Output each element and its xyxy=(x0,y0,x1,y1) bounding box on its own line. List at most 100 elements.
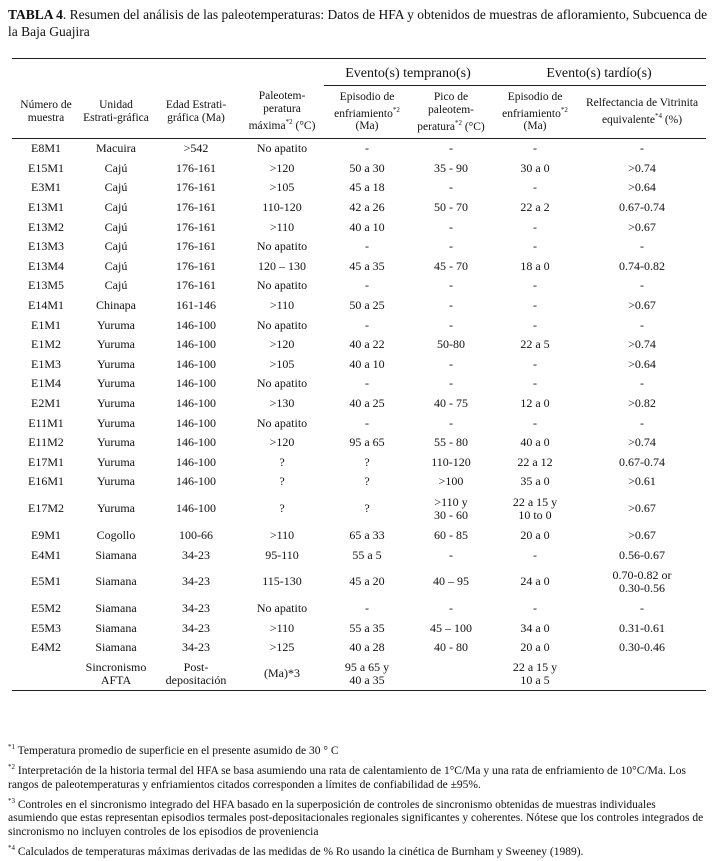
table-cell: - xyxy=(449,317,453,332)
table-cell: E1M2 xyxy=(31,337,61,352)
header-text: Episodio de enfriamiento xyxy=(334,90,395,120)
table-cell: 34-23 xyxy=(182,640,210,655)
table-cell: 55 - 80 xyxy=(434,435,468,450)
table-cell: 146-100 xyxy=(176,376,216,391)
table-cell: - xyxy=(449,415,453,430)
column-header: Episodio de enfriamiento*2 (Ma) xyxy=(324,85,410,139)
table-cell: - xyxy=(365,141,369,156)
table-cell: - xyxy=(533,141,538,156)
table-cell: >110 xyxy=(269,298,295,313)
table-cell: 45 a 20 xyxy=(349,574,385,589)
table-row: E3M1 Cajú 176-161 >105 45 a 18 - - >0.64 xyxy=(12,178,706,198)
table-cell: ? xyxy=(364,501,370,516)
table-cell: >0.64 xyxy=(628,356,656,371)
table-cell: No apatito xyxy=(256,278,308,293)
header-unit: (Ma) xyxy=(355,120,379,133)
table-cell: 146-100 xyxy=(176,501,216,516)
table-row: E17M1 Yuruma 146-100?? 110-120 22 a 12 0.67-0… xyxy=(12,453,706,473)
table-cell xyxy=(410,657,493,691)
table-cell: 34-23 xyxy=(182,547,210,562)
table-cell: >125 xyxy=(269,640,295,655)
group-early-events: Evento(s) temprano(s) xyxy=(324,58,493,86)
table-cell: 60 - 85 xyxy=(434,527,468,542)
table-cell: 176-161 xyxy=(176,180,216,195)
table-cell: E13M4 xyxy=(28,258,64,273)
table-cell: E5M3 xyxy=(31,620,61,635)
column-header: Número de muestra xyxy=(12,85,80,139)
table-cell: E2M1 xyxy=(31,396,61,411)
table-cell: - xyxy=(365,415,369,430)
table-cell: 50 - 70 xyxy=(434,200,468,215)
table-cell: Yuruma xyxy=(97,415,135,430)
table-cell: No apatito xyxy=(256,141,308,156)
table-cell: E5M1 xyxy=(31,574,61,589)
table-cell: No apatito xyxy=(256,239,308,254)
table-cell xyxy=(12,657,80,691)
table-cell: - xyxy=(365,601,369,616)
table-cell: >0.67 xyxy=(628,527,656,542)
table-cell: E1M3 xyxy=(31,356,61,371)
header-text: Edad Estrati-gráfica (Ma) xyxy=(165,98,227,124)
header-text: Pico de paleotem-peratura xyxy=(417,90,474,133)
table-label: TABLA 4 xyxy=(8,7,63,22)
table-cell: - xyxy=(640,376,645,391)
header-text: Relfectancia de Vitrinita equivalente xyxy=(585,97,699,126)
table-cell: 40 – 95 xyxy=(433,574,469,589)
table-cell: - xyxy=(365,376,369,391)
table-row: E13M5 Cajú 176-161 No apatito - - - - xyxy=(12,276,706,296)
table-cell: 40 a 25 xyxy=(349,396,385,411)
table-cell: 146-100 xyxy=(176,474,216,489)
table-cell: Yuruma xyxy=(97,474,135,489)
table-cell: 146-100 xyxy=(176,337,216,352)
table-cell: - xyxy=(640,317,645,332)
table-cell: 22 a 2 xyxy=(520,200,550,215)
table-cell: Yuruma xyxy=(97,501,135,516)
table-cell: Yuruma xyxy=(97,454,135,469)
header-unit: (Ma) xyxy=(523,120,547,133)
table-cell: E1M4 xyxy=(31,376,61,391)
table-cell: 146-100 xyxy=(176,415,216,430)
table-cell: - xyxy=(533,239,538,254)
table-cell: E14M1 xyxy=(28,298,64,313)
table-cell: >110 xyxy=(269,527,295,542)
table-cell: Cogollo xyxy=(96,527,136,542)
table-cell: 35 a 0 xyxy=(520,474,550,489)
table-cell: Chinapa xyxy=(96,298,136,313)
table-cell: Siamana xyxy=(95,547,137,562)
table-cell: 40 a 10 xyxy=(349,219,385,234)
table-cell: >120 xyxy=(269,337,295,352)
table-cell: 20 a 0 xyxy=(520,527,550,542)
table-cell: 146-100 xyxy=(176,317,216,332)
table-cell: Siamana xyxy=(95,620,137,635)
table-cell: - xyxy=(449,547,453,562)
header-unit: (°C) xyxy=(292,120,316,133)
table-cell: Cajú xyxy=(104,278,128,293)
table-cell: 146-100 xyxy=(176,356,216,371)
table-cell: - xyxy=(533,547,538,562)
table-cell: E17M1 xyxy=(28,454,64,469)
table-cell: 40 a 22 xyxy=(349,337,385,352)
table-row: E1M2 Yuruma 146-100 >120 40 a 22 50-80 22 a 5 >… xyxy=(12,335,706,355)
table-cell: Siamana xyxy=(95,640,137,655)
table-cell: 176-161 xyxy=(176,219,216,234)
table-cell: >110 y 30 - 60 xyxy=(434,494,468,522)
footnote-text: Controles en el sincronismo integrado de… xyxy=(8,798,704,839)
table-cell: E13M1 xyxy=(28,200,64,215)
footnote-mark: *4 xyxy=(8,844,15,853)
table-cell: - xyxy=(365,317,369,332)
table-row: E2M1 Yuruma 146-100 >130 40 a 25 40 - 75 12 a … xyxy=(12,394,706,414)
table-row: E13M1 Cajú 176-161 110-120 42 a 26 50 - 70 22 … xyxy=(12,198,706,218)
table-row: E16M1 Yuruma 146-100?? >100 35 a 0 >0.61 xyxy=(12,472,706,492)
table-cell: >0.74 xyxy=(628,337,656,352)
table-cell: Yuruma xyxy=(97,356,135,371)
table-cell: 0.56-0.67 xyxy=(619,547,666,562)
table-cell: E16M1 xyxy=(28,474,64,489)
table-cell: E13M2 xyxy=(28,219,64,234)
table-cell: 176-161 xyxy=(176,160,216,175)
table-cell: No apatito xyxy=(256,415,308,430)
caption-text: . Resumen del análisis de las paleotempe… xyxy=(8,7,708,39)
table-cell: - xyxy=(533,278,538,293)
table-cell: 40 a 28 xyxy=(349,640,385,655)
table-cell: 176-161 xyxy=(176,278,216,293)
table-cell: - xyxy=(449,278,453,293)
